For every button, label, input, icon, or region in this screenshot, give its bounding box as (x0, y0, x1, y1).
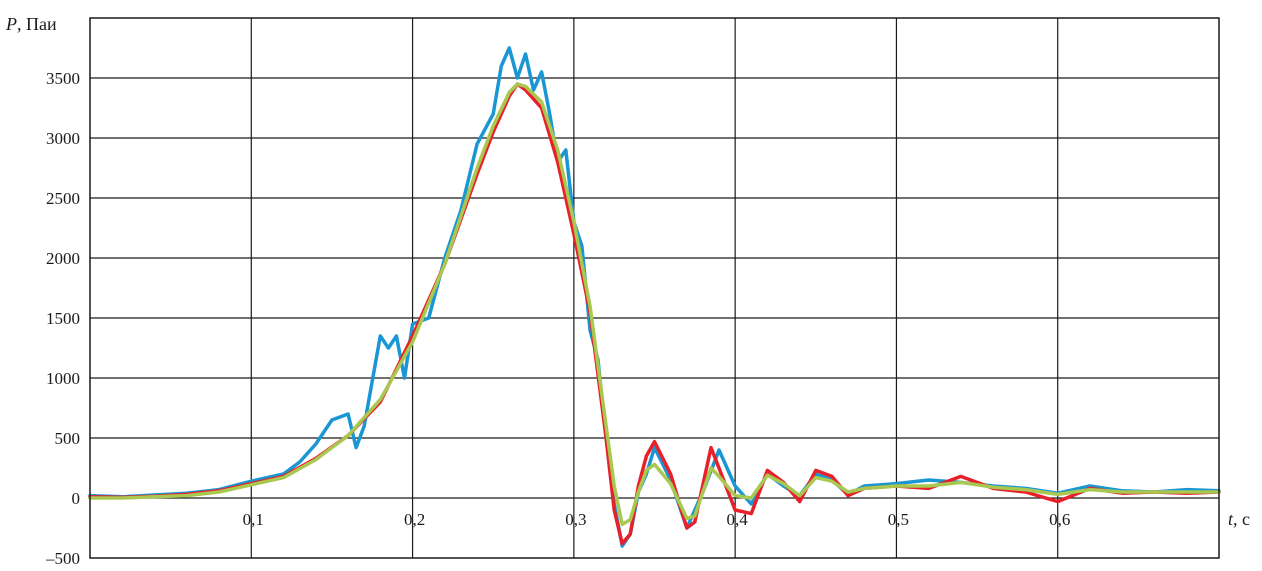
y-tick-label-2: 500 (55, 429, 81, 448)
y-axis-title: P, Паи (5, 14, 57, 34)
y-tick-label-7: 3000 (46, 129, 80, 148)
y-tick-labels: –500 0 500 1000 1500 2000 2500 3000 3500 (45, 69, 81, 568)
x-axis-title: t, с (1228, 509, 1250, 529)
x-tick-label-2: 0,3 (565, 510, 586, 529)
y-axis-unit: , Паи (17, 14, 57, 34)
y-tick-label-0: –500 (45, 549, 80, 566)
x-tick-label-5: 0,6 (1049, 510, 1070, 529)
plot-frame (89, 17, 1220, 559)
x-axis-symbol: t (1228, 509, 1234, 529)
y-tick-label-5: 2000 (46, 249, 80, 268)
y-tick-label-4: 1500 (46, 309, 80, 328)
series-line-0 (88, 46, 1221, 548)
y-tick-label-8: 3500 (46, 69, 80, 88)
y-axis-symbol: P (5, 14, 17, 34)
x-tick-label-3: 0,4 (727, 510, 749, 529)
x-tick-label-4: 0,5 (888, 510, 909, 529)
x-tick-labels: 0,1 0,2 0,3 0,4 0,5 0,6 (243, 510, 1071, 529)
y-tick-label-1: 0 (72, 489, 81, 508)
x-tick-label-1: 0,2 (404, 510, 425, 529)
series-line-1 (88, 82, 1221, 546)
y-tick-label-6: 2500 (46, 189, 80, 208)
series-line-2 (88, 82, 1221, 527)
x-tick-label-0: 0,1 (243, 510, 264, 529)
y-tick-label-3: 1000 (46, 369, 80, 388)
x-axis-unit: , с (1233, 509, 1250, 529)
grid (90, 18, 1219, 558)
series-group (88, 46, 1221, 548)
